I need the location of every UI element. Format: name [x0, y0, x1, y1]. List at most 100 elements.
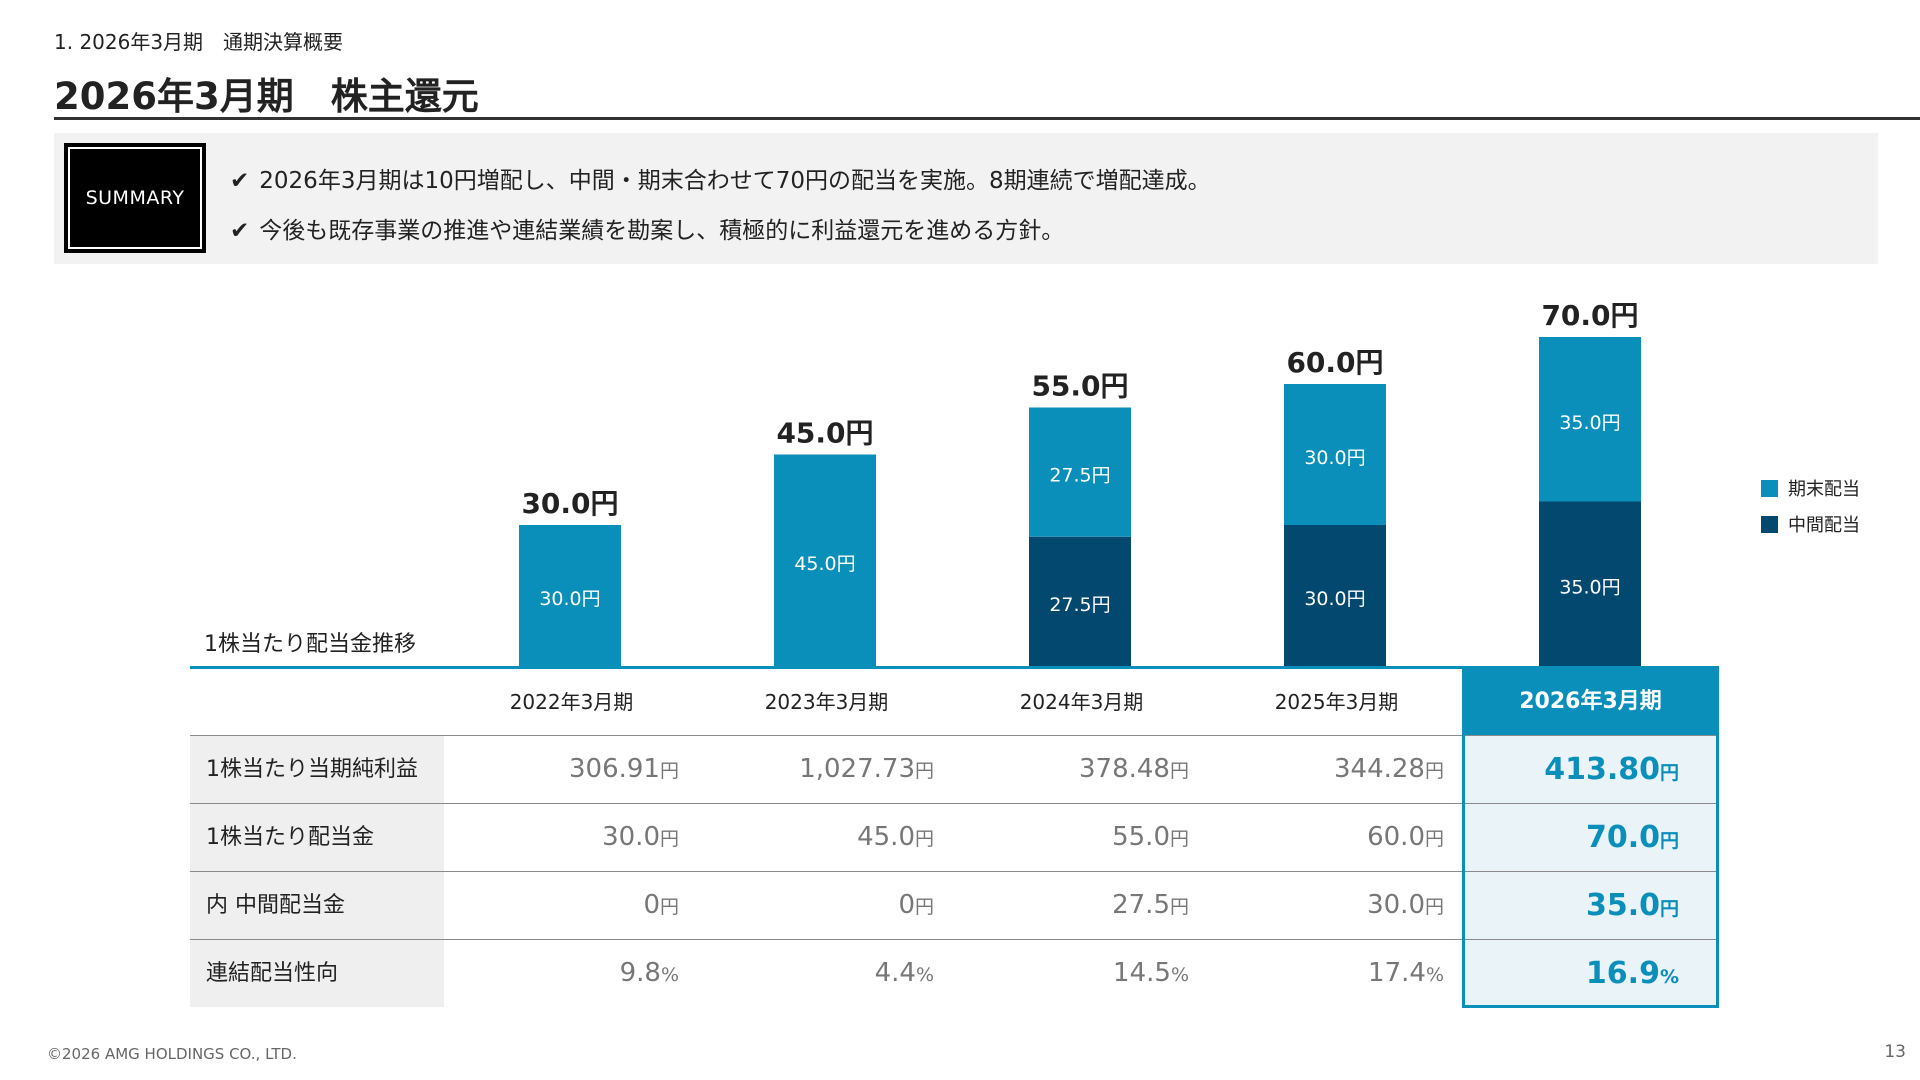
bar-label-interim: 30.0円 — [1304, 588, 1365, 610]
table-row-divider — [190, 871, 1719, 872]
breadcrumb: 1. 2026年3月期 通期決算概要 — [54, 30, 344, 54]
table-cell: 344.28円 — [1209, 736, 1464, 803]
table-cell: 14.5% — [954, 940, 1209, 1007]
summary-badge: SUMMARY — [64, 143, 206, 253]
table-cell: 306.91円 — [444, 736, 699, 803]
table-header-2025: 2025年3月期 — [1274, 690, 1399, 714]
row-label-interim-dividend: 内 中間配当金 — [190, 872, 444, 939]
legend-swatch-year-end — [1761, 479, 1778, 497]
table-row-divider — [190, 735, 1719, 736]
cell-value: 0 — [643, 890, 660, 920]
cell-unit: 円 — [1659, 898, 1679, 920]
title-divider — [54, 117, 1920, 120]
cell-unit: 円 — [1424, 828, 1444, 850]
table-header-2024: 2024年3月期 — [1019, 690, 1144, 714]
cell-value: 35.0 — [1585, 888, 1660, 923]
bar-interim — [1029, 536, 1131, 666]
cell-unit: 円 — [659, 760, 679, 782]
page-number: 13 — [1884, 1042, 1906, 1062]
cell-value: 378.48 — [1079, 754, 1170, 784]
bar-year-end — [1029, 407, 1131, 537]
cell-unit: 円 — [1169, 896, 1189, 918]
bar-label-interim: 35.0円 — [1559, 576, 1620, 598]
legend-label-interim: 中間配当 — [1788, 515, 1860, 536]
footer-copyright: ©2026 AMG HOLDINGS CO., LTD. — [47, 1045, 297, 1063]
bar-total-label: 70.0円 — [1541, 299, 1638, 332]
cell-unit: 円 — [914, 828, 934, 850]
table-cell: 0円 — [699, 872, 954, 939]
bar-label-year-end: 30.0円 — [1304, 447, 1365, 469]
bar-label-year-end: 27.5円 — [1049, 465, 1110, 487]
cell-unit: 円 — [1424, 896, 1444, 918]
cell-value: 60.0 — [1367, 822, 1425, 852]
table-cell-highlight: 413.80円 — [1462, 736, 1719, 803]
bar-year-end — [774, 454, 876, 666]
table-cell: 30.0円 — [1209, 872, 1464, 939]
cell-unit: % — [1659, 966, 1679, 988]
table-cell-highlight: 16.9% — [1462, 940, 1719, 1007]
cell-value: 17.4 — [1368, 958, 1426, 988]
cell-value: 16.9 — [1585, 956, 1660, 991]
bar-year-end — [1539, 337, 1641, 502]
cell-value: 344.28 — [1334, 754, 1425, 784]
row-label-dividend: 1株当たり配当金 — [190, 804, 444, 871]
cell-unit: % — [1170, 964, 1189, 986]
table-header-2023: 2023年3月期 — [764, 690, 889, 714]
bar-label-year-end: 30.0円 — [539, 588, 600, 610]
chart-title: 1株当たり配当金推移 — [204, 632, 416, 657]
cell-value: 4.4 — [874, 958, 916, 988]
cell-unit: 円 — [1424, 760, 1444, 782]
table-cell: 0円 — [444, 872, 699, 939]
cell-unit: 円 — [1169, 760, 1189, 782]
summary-panel: SUMMARY ✔ 2026年3月期は10円増配し、中間・期末合わせて70円の配当… — [54, 133, 1878, 264]
cell-value: 55.0 — [1112, 822, 1170, 852]
cell-unit: 円 — [659, 896, 679, 918]
cell-unit: 円 — [1169, 828, 1189, 850]
cell-value: 9.8 — [619, 958, 661, 988]
table-cell: 17.4% — [1209, 940, 1464, 1007]
cell-unit: % — [660, 964, 679, 986]
table-header-highlight: 2026年3月期 — [1462, 666, 1719, 735]
cell-unit: % — [915, 964, 934, 986]
bar-total-label: 55.0円 — [1031, 370, 1128, 403]
cell-unit: % — [1425, 964, 1444, 986]
cell-value: 306.91 — [569, 754, 660, 784]
cell-value: 70.0 — [1585, 820, 1660, 855]
table-row-divider — [190, 803, 1719, 804]
check-icon: ✔ — [230, 168, 250, 194]
summary-text-2: 今後も既存事業の推進や連結業績を勘案し、積極的に利益還元を進める方針。 — [259, 218, 1065, 244]
summary-text-1: 2026年3月期は10円増配し、中間・期末合わせて70円の配当を実施。8期連続で… — [259, 168, 1211, 194]
table-cell: 4.4% — [699, 940, 954, 1007]
table-top-rule — [190, 666, 1719, 669]
cell-unit: 円 — [914, 896, 934, 918]
bar-label-year-end: 45.0円 — [794, 553, 855, 575]
bar-year-end — [519, 525, 621, 666]
table-cell: 9.8% — [444, 940, 699, 1007]
cell-value: 0 — [898, 890, 915, 920]
bar-total-label: 45.0円 — [776, 417, 873, 450]
bar-interim — [1539, 501, 1641, 666]
bar-total-label: 30.0円 — [521, 487, 618, 520]
table-cell: 45.0円 — [699, 804, 954, 871]
bar-total-label: 60.0円 — [1286, 346, 1383, 379]
row-label-eps: 1株当たり当期純利益 — [190, 736, 444, 803]
legend-swatch-interim — [1761, 515, 1778, 533]
table-cell: 55.0円 — [954, 804, 1209, 871]
bar-label-year-end: 35.0円 — [1559, 412, 1620, 434]
cell-unit: 円 — [1659, 762, 1679, 784]
table-cell-highlight: 70.0円 — [1462, 804, 1719, 871]
bar-year-end — [1284, 384, 1386, 525]
cell-value: 27.5 — [1112, 890, 1170, 920]
summary-line-1: ✔ 2026年3月期は10円増配し、中間・期末合わせて70円の配当を実施。8期連続… — [230, 161, 1211, 195]
legend-item-year-end: 期末配当 — [1761, 470, 1860, 506]
page-title: 2026年3月期 株主還元 — [54, 75, 479, 118]
table-cell: 1,027.73円 — [699, 736, 954, 803]
cell-value: 45.0 — [857, 822, 915, 852]
summary-badge-label: SUMMARY — [68, 147, 202, 249]
cell-value: 413.80 — [1544, 752, 1660, 787]
table-cell: 27.5円 — [954, 872, 1209, 939]
legend-label-year-end: 期末配当 — [1788, 479, 1860, 500]
legend-item-interim: 中間配当 — [1761, 506, 1860, 542]
bar-interim — [1284, 525, 1386, 666]
